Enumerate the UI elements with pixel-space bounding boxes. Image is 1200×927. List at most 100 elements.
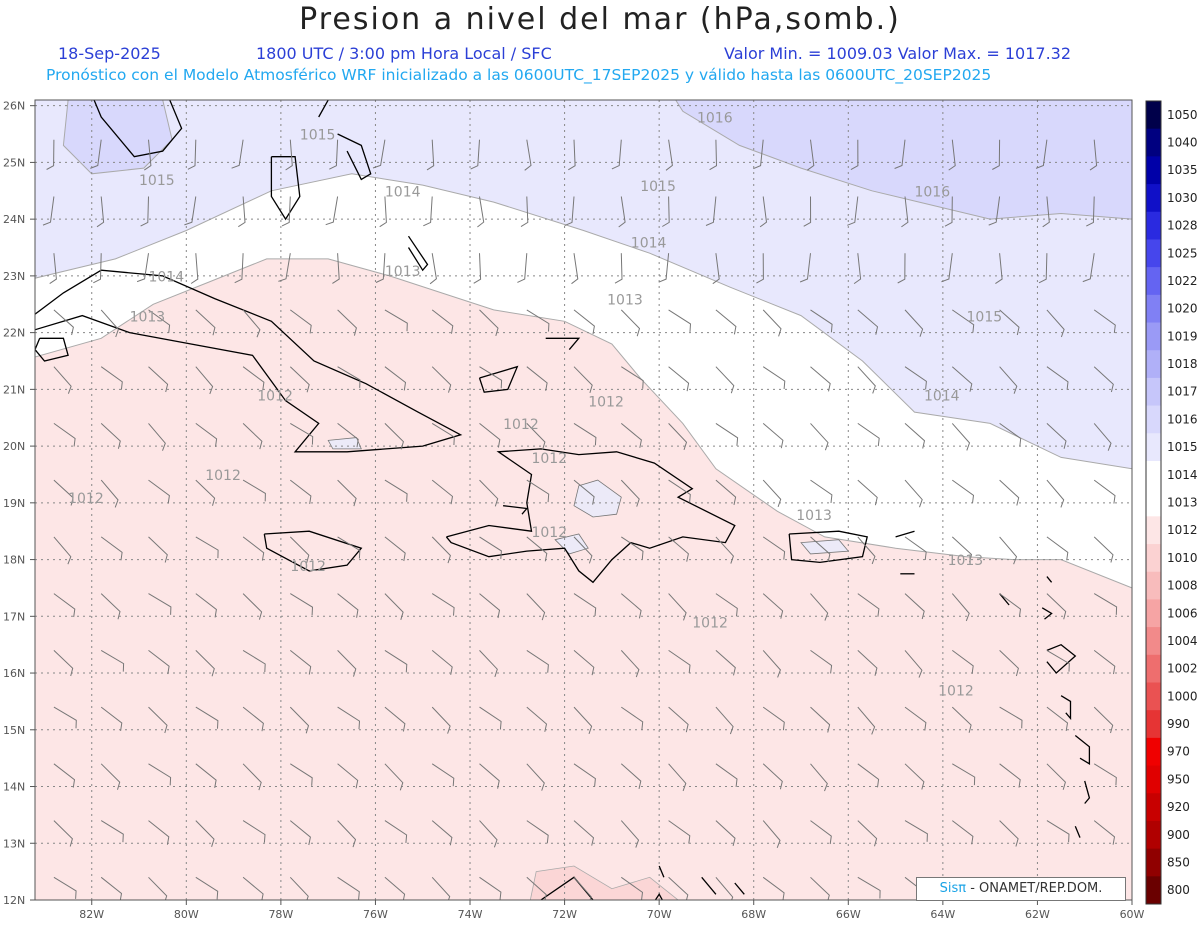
wind-barb [384,763,404,791]
wind-barb [100,423,121,449]
wind-barb [53,593,76,618]
wind-barb [431,536,451,564]
colorbar-label: 1017 [1167,385,1198,399]
wind-barb [1086,196,1095,227]
wind-barb [140,196,149,227]
wind-barb [148,423,166,451]
lat-label: 25N [3,156,25,169]
wind-barb [1046,763,1066,790]
contour-label: 1012 [531,451,567,467]
wind-barb [289,876,309,900]
wind-barb [53,422,76,447]
wind-barb [1046,479,1065,508]
wind-barb [668,649,691,674]
wind-barb [621,536,644,560]
contour-label: 1014 [148,270,184,286]
wind-barb [242,423,263,450]
wind-barb [479,820,498,848]
wind-barb [384,876,406,900]
wind-barb [148,309,171,334]
colorbar-swatch [1146,876,1161,905]
wind-barb [904,366,927,390]
wind-barb [325,196,339,226]
colorbar-label: 1002 [1167,662,1198,676]
wind-barb [195,820,215,847]
wind-barb [195,422,218,447]
wind-barb [620,423,642,448]
wind-barb [715,309,737,335]
wind-barb [242,479,266,502]
wind-barb [290,593,314,616]
wind-barb [999,422,1022,447]
wind-barb [952,479,975,504]
wind-barb [49,253,57,285]
wind-barb [810,309,833,333]
wind-barb [431,763,455,787]
wind-barb [573,876,592,900]
lon-label: 82W [79,908,104,921]
wind-barb [431,479,454,505]
wind-barb [715,706,734,735]
wind-barb [857,536,876,565]
wind-barb [96,196,105,228]
wind-barb [941,253,953,283]
wind-barb [100,593,121,620]
wind-barb [857,706,876,735]
wind-barb [658,253,670,283]
wind-barb [1046,366,1069,390]
wind-barb [668,593,687,621]
wind-barb [332,253,340,284]
wind-barb [620,763,642,790]
wind-barb [762,479,782,508]
lon-label: 74W [458,908,483,921]
colorbar-label: 900 [1167,828,1190,842]
wind-barb [1089,139,1098,171]
wind-barb [904,650,923,678]
wind-barb [384,820,408,843]
coastlines [35,100,1091,900]
wind-barb [715,366,735,394]
wind-barb [1046,820,1070,843]
wind-barb [904,423,926,449]
wind-barb [715,650,736,676]
wind-barb [810,820,832,845]
lon-label: 68W [741,908,766,921]
wind-barb [759,196,768,228]
coast-gonave [503,505,529,515]
wind-barb [762,763,783,790]
coast-eleuthera [337,133,372,181]
wind-barb [999,706,1023,729]
colorbar-label: 1050 [1167,108,1198,122]
lat-label: 20N [3,440,25,453]
wind-barb [372,139,386,169]
wind-barb [857,366,876,394]
wind-barb [431,650,453,675]
colorbar-swatch [1146,350,1161,379]
lon-label: 60W [1120,908,1145,921]
wind-barb [1093,763,1117,786]
wind-barb [431,366,452,393]
contour-label: 1014 [924,389,960,405]
wind-barb [668,876,689,900]
wind-barb [195,536,219,559]
wind-barb [762,650,781,678]
wind-barb [850,139,859,171]
wind-barb [379,196,387,228]
contour-label: 1014 [631,236,667,252]
wind-barb [195,650,215,677]
wind-barb [1093,309,1116,334]
colorbar-swatch [1146,211,1161,240]
wind-barb [242,649,266,673]
wind-barb [951,536,973,563]
wind-barb [620,479,640,507]
lon-label: 70W [647,908,672,921]
coast-aruba [658,865,665,878]
wind-barb [100,366,123,390]
wind-barb [951,366,973,392]
colorbar-label: 1022 [1167,274,1198,288]
lat-label: 15N [3,724,25,737]
wind-barb [951,706,972,733]
wind-barb [621,366,644,389]
colorbar-swatch [1146,267,1161,296]
wind-barb [810,536,831,563]
